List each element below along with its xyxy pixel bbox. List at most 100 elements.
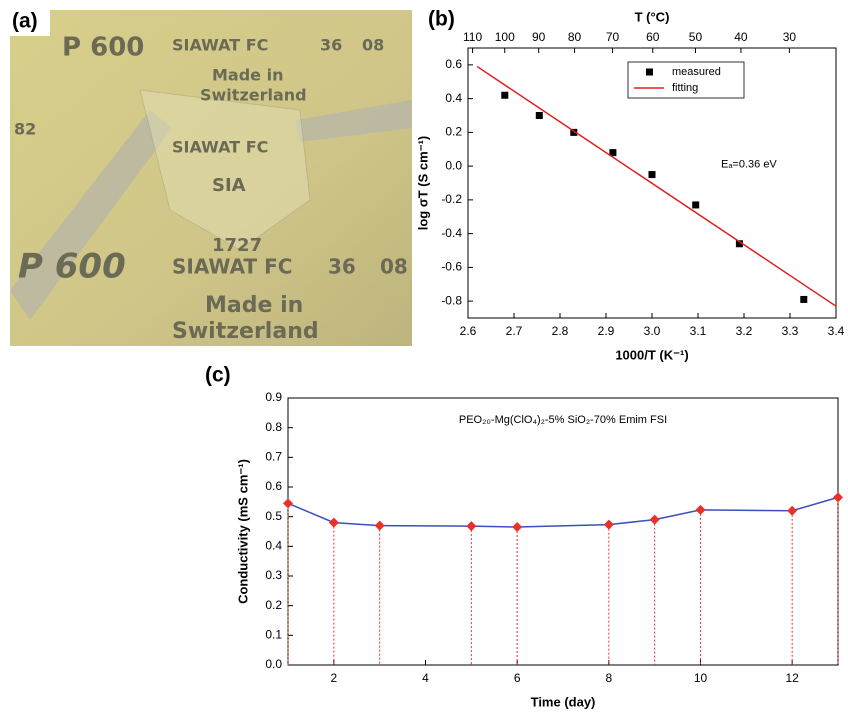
y-tick-label: 0.6 xyxy=(265,479,282,493)
panel-label: (b) xyxy=(428,8,455,31)
x-tick-label: 3.0 xyxy=(644,324,661,338)
point xyxy=(501,91,509,99)
photo-background xyxy=(10,10,412,346)
x-tick-label: 3.4 xyxy=(828,324,845,338)
photo-text: P 600 xyxy=(62,33,144,63)
marker xyxy=(787,505,798,516)
x2-tick-label: 70 xyxy=(606,30,620,44)
x-tick-label: 8 xyxy=(605,671,612,685)
y-tick-label: -0.6 xyxy=(441,260,462,274)
photo-text: Made in xyxy=(205,293,303,318)
photo-text: Made in xyxy=(212,66,283,85)
point xyxy=(609,149,617,157)
tweezer xyxy=(10,110,172,320)
photo-text: 36 xyxy=(328,255,356,279)
y-tick-label: -0.4 xyxy=(441,226,462,240)
y-tick-label: -0.8 xyxy=(441,293,462,307)
photo-text: Switzerland xyxy=(200,86,307,105)
tweezer xyxy=(295,100,412,142)
y-axis-label: log σT (S cm⁻¹) xyxy=(415,136,430,230)
point xyxy=(735,240,743,248)
marker xyxy=(283,498,293,509)
marker xyxy=(603,519,614,530)
y-tick-label: 0.6 xyxy=(445,57,462,71)
marker xyxy=(466,521,477,532)
panel-label-bg xyxy=(10,8,50,36)
x-tick-label: 2 xyxy=(330,671,337,685)
photo-text: Switzerland xyxy=(172,319,319,344)
photo-text: SIAWAT FC xyxy=(172,138,268,157)
legend-swatch xyxy=(646,68,653,76)
y-tick-label: 0.5 xyxy=(265,509,282,523)
legend-box xyxy=(627,61,745,99)
x-tick-label: 10 xyxy=(694,671,708,685)
y-tick-label: 0.8 xyxy=(265,420,282,434)
series-line xyxy=(287,496,839,528)
x-tick-label: 2.7 xyxy=(506,324,523,338)
marker xyxy=(833,492,843,503)
plot-frame xyxy=(287,397,839,666)
y-tick-label: 0.0 xyxy=(445,158,462,172)
legend-label: measured xyxy=(672,66,721,78)
y-tick-label: 0.2 xyxy=(445,125,462,139)
y-tick-label: 0.0 xyxy=(265,657,282,671)
x2-tick-label: 80 xyxy=(568,30,582,44)
x-tick-label: 4 xyxy=(422,671,429,685)
marker xyxy=(328,517,339,528)
panel-label: (a) xyxy=(12,10,38,33)
marker xyxy=(512,522,523,533)
y-tick-label: 0.1 xyxy=(265,628,282,642)
legend-label: fitting xyxy=(672,82,698,94)
photo-text: 1727 xyxy=(212,235,262,256)
y-tick-label: 0.7 xyxy=(265,450,282,464)
marker xyxy=(649,514,660,525)
x-tick-label: 2.6 xyxy=(460,324,477,338)
x2-tick-label: 90 xyxy=(532,30,546,44)
x2-tick-label: 100 xyxy=(495,30,515,44)
x-tick-label: 3.3 xyxy=(782,324,799,338)
annotation: Eₐ=0.36 eV xyxy=(721,158,777,170)
panel-label: (c) xyxy=(205,364,231,387)
photo-text: SIAWAT FC xyxy=(172,36,268,55)
x-tick-label: 3.1 xyxy=(690,324,707,338)
x2-tick-label: 60 xyxy=(646,30,660,44)
y-tick-label: 0.3 xyxy=(265,568,282,582)
photo-text: 08 xyxy=(380,255,408,279)
point xyxy=(800,295,808,303)
marker xyxy=(374,520,385,531)
x-tick-label: 12 xyxy=(785,671,799,685)
x-tick-label: 3.2 xyxy=(736,324,753,338)
marker xyxy=(695,504,706,515)
x-tick-label: 6 xyxy=(514,671,521,685)
y-tick-label: 0.2 xyxy=(265,598,282,612)
membrane xyxy=(139,89,311,251)
photo-text: 82 xyxy=(14,120,36,139)
y-tick-label: -0.2 xyxy=(441,192,462,206)
point xyxy=(692,201,700,209)
x-tick-label: 2.8 xyxy=(552,324,569,338)
photo-text: P 600 xyxy=(18,247,126,287)
y-tick-label: 0.9 xyxy=(265,390,282,404)
point xyxy=(570,128,578,136)
x-axis-label: Time (day) xyxy=(531,694,596,709)
photo-text: 08 xyxy=(362,36,384,55)
x2-tick-label: 50 xyxy=(689,30,703,44)
x2-tick-label: 40 xyxy=(734,30,748,44)
x-axis-label: 1000/T (K⁻¹) xyxy=(615,347,688,362)
point xyxy=(535,112,543,119)
x-tick-label: 2.9 xyxy=(598,324,615,338)
x2-axis-label: T (°C) xyxy=(635,9,670,24)
y-tick-label: 0.4 xyxy=(265,539,282,553)
x2-tick-label: 110 xyxy=(463,30,482,44)
fit-line xyxy=(476,65,837,307)
photo-text: 36 xyxy=(320,36,342,55)
photo-text: SIAWAT FC xyxy=(172,255,292,279)
x2-tick-label: 30 xyxy=(783,30,797,44)
point xyxy=(648,171,656,179)
y-axis-label: Conductivity (mS cm⁻¹) xyxy=(235,459,250,604)
y-tick-label: 0.4 xyxy=(445,91,462,105)
annotation: PEO₂₀-Mg(ClO₄)₂-5% SiO₂-70% Emim FSI xyxy=(459,414,667,426)
photo: P 600 SIAWAT FC 36 08 Made in Switzerlan… xyxy=(10,10,412,346)
photo-text: SIA xyxy=(212,175,246,196)
